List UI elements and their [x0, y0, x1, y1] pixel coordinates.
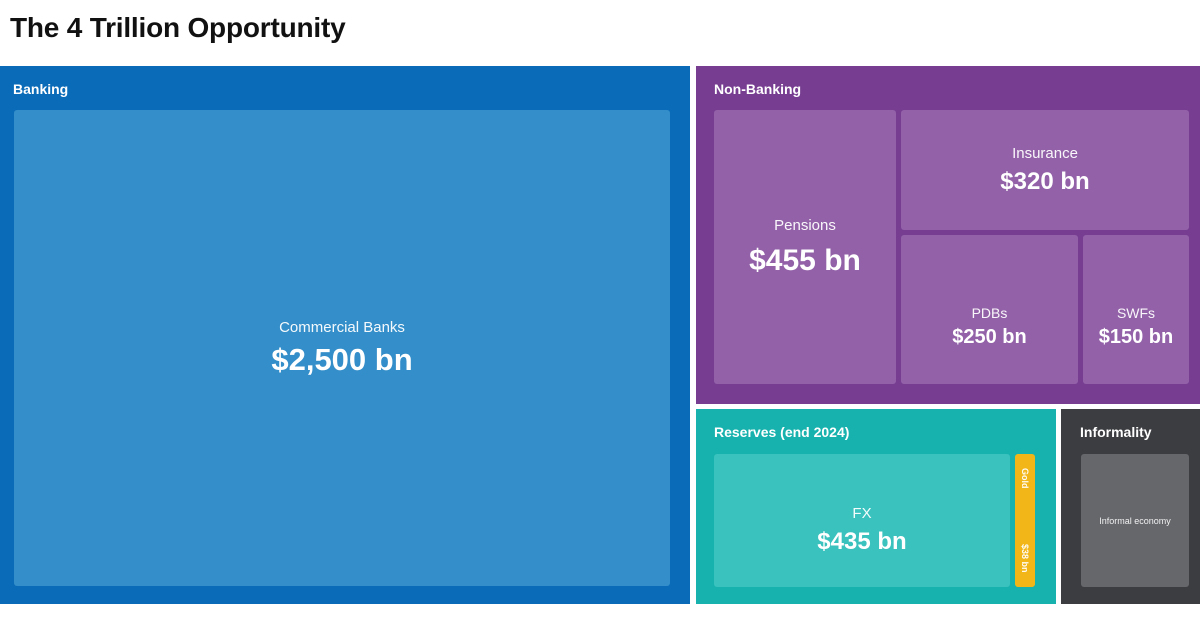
commercial-banks-tile[interactable]: Commercial Banks $2,500 bn	[14, 110, 670, 586]
non-banking-group-label: Non-Banking	[714, 81, 802, 97]
fx-tile[interactable]: FX $435 bn	[714, 454, 1010, 587]
commercial-banks-name: Commercial Banks	[279, 318, 405, 336]
informal-economy-name: Informal economy	[1099, 515, 1171, 526]
page-title: The 4 Trillion Opportunity	[10, 12, 346, 43]
pensions-value: $455 bn	[749, 243, 861, 277]
swfs-value: $150 bn	[1098, 325, 1174, 348]
pdbs-value: $250 bn	[952, 325, 1027, 348]
insurance-tile[interactable]: Insurance $320 bn	[901, 110, 1189, 230]
swfs-tile[interactable]: SWFs $150 bn	[1083, 235, 1189, 384]
non-banking-group: Non-Banking Pensions $455 bn Insurance $…	[696, 66, 1200, 404]
pdbs-tile[interactable]: PDBs $250 bn	[901, 235, 1078, 384]
gold-value: $38 bn	[1020, 544, 1030, 573]
informality-group-label: Informality	[1080, 424, 1152, 440]
insurance-name: Insurance	[1012, 144, 1078, 162]
pensions-tile[interactable]: Pensions $455 bn	[714, 110, 896, 384]
banking-group-label: Banking	[13, 81, 69, 97]
informal-economy-tile[interactable]: Informal economy	[1081, 454, 1189, 587]
gold-name: Gold	[1020, 468, 1030, 489]
insurance-value: $320 bn	[1000, 167, 1090, 195]
reserves-group: Reserves (end 2024) FX $435 bn Gold $38 …	[696, 409, 1056, 604]
banking-group: Banking Commercial Banks $2,500 bn	[0, 66, 690, 604]
commercial-banks-value: $2,500 bn	[271, 341, 413, 377]
informality-group: Informality Informal economy	[1061, 409, 1200, 604]
gold-tile[interactable]: Gold $38 bn	[1015, 454, 1035, 587]
pdbs-name: PDBs	[971, 304, 1008, 321]
pensions-name: Pensions	[774, 216, 836, 234]
fx-value: $435 bn	[817, 528, 907, 555]
reserves-group-label: Reserves (end 2024)	[714, 424, 850, 440]
swfs-name: SWFs	[1116, 304, 1156, 321]
fx-name: FX	[852, 505, 872, 522]
